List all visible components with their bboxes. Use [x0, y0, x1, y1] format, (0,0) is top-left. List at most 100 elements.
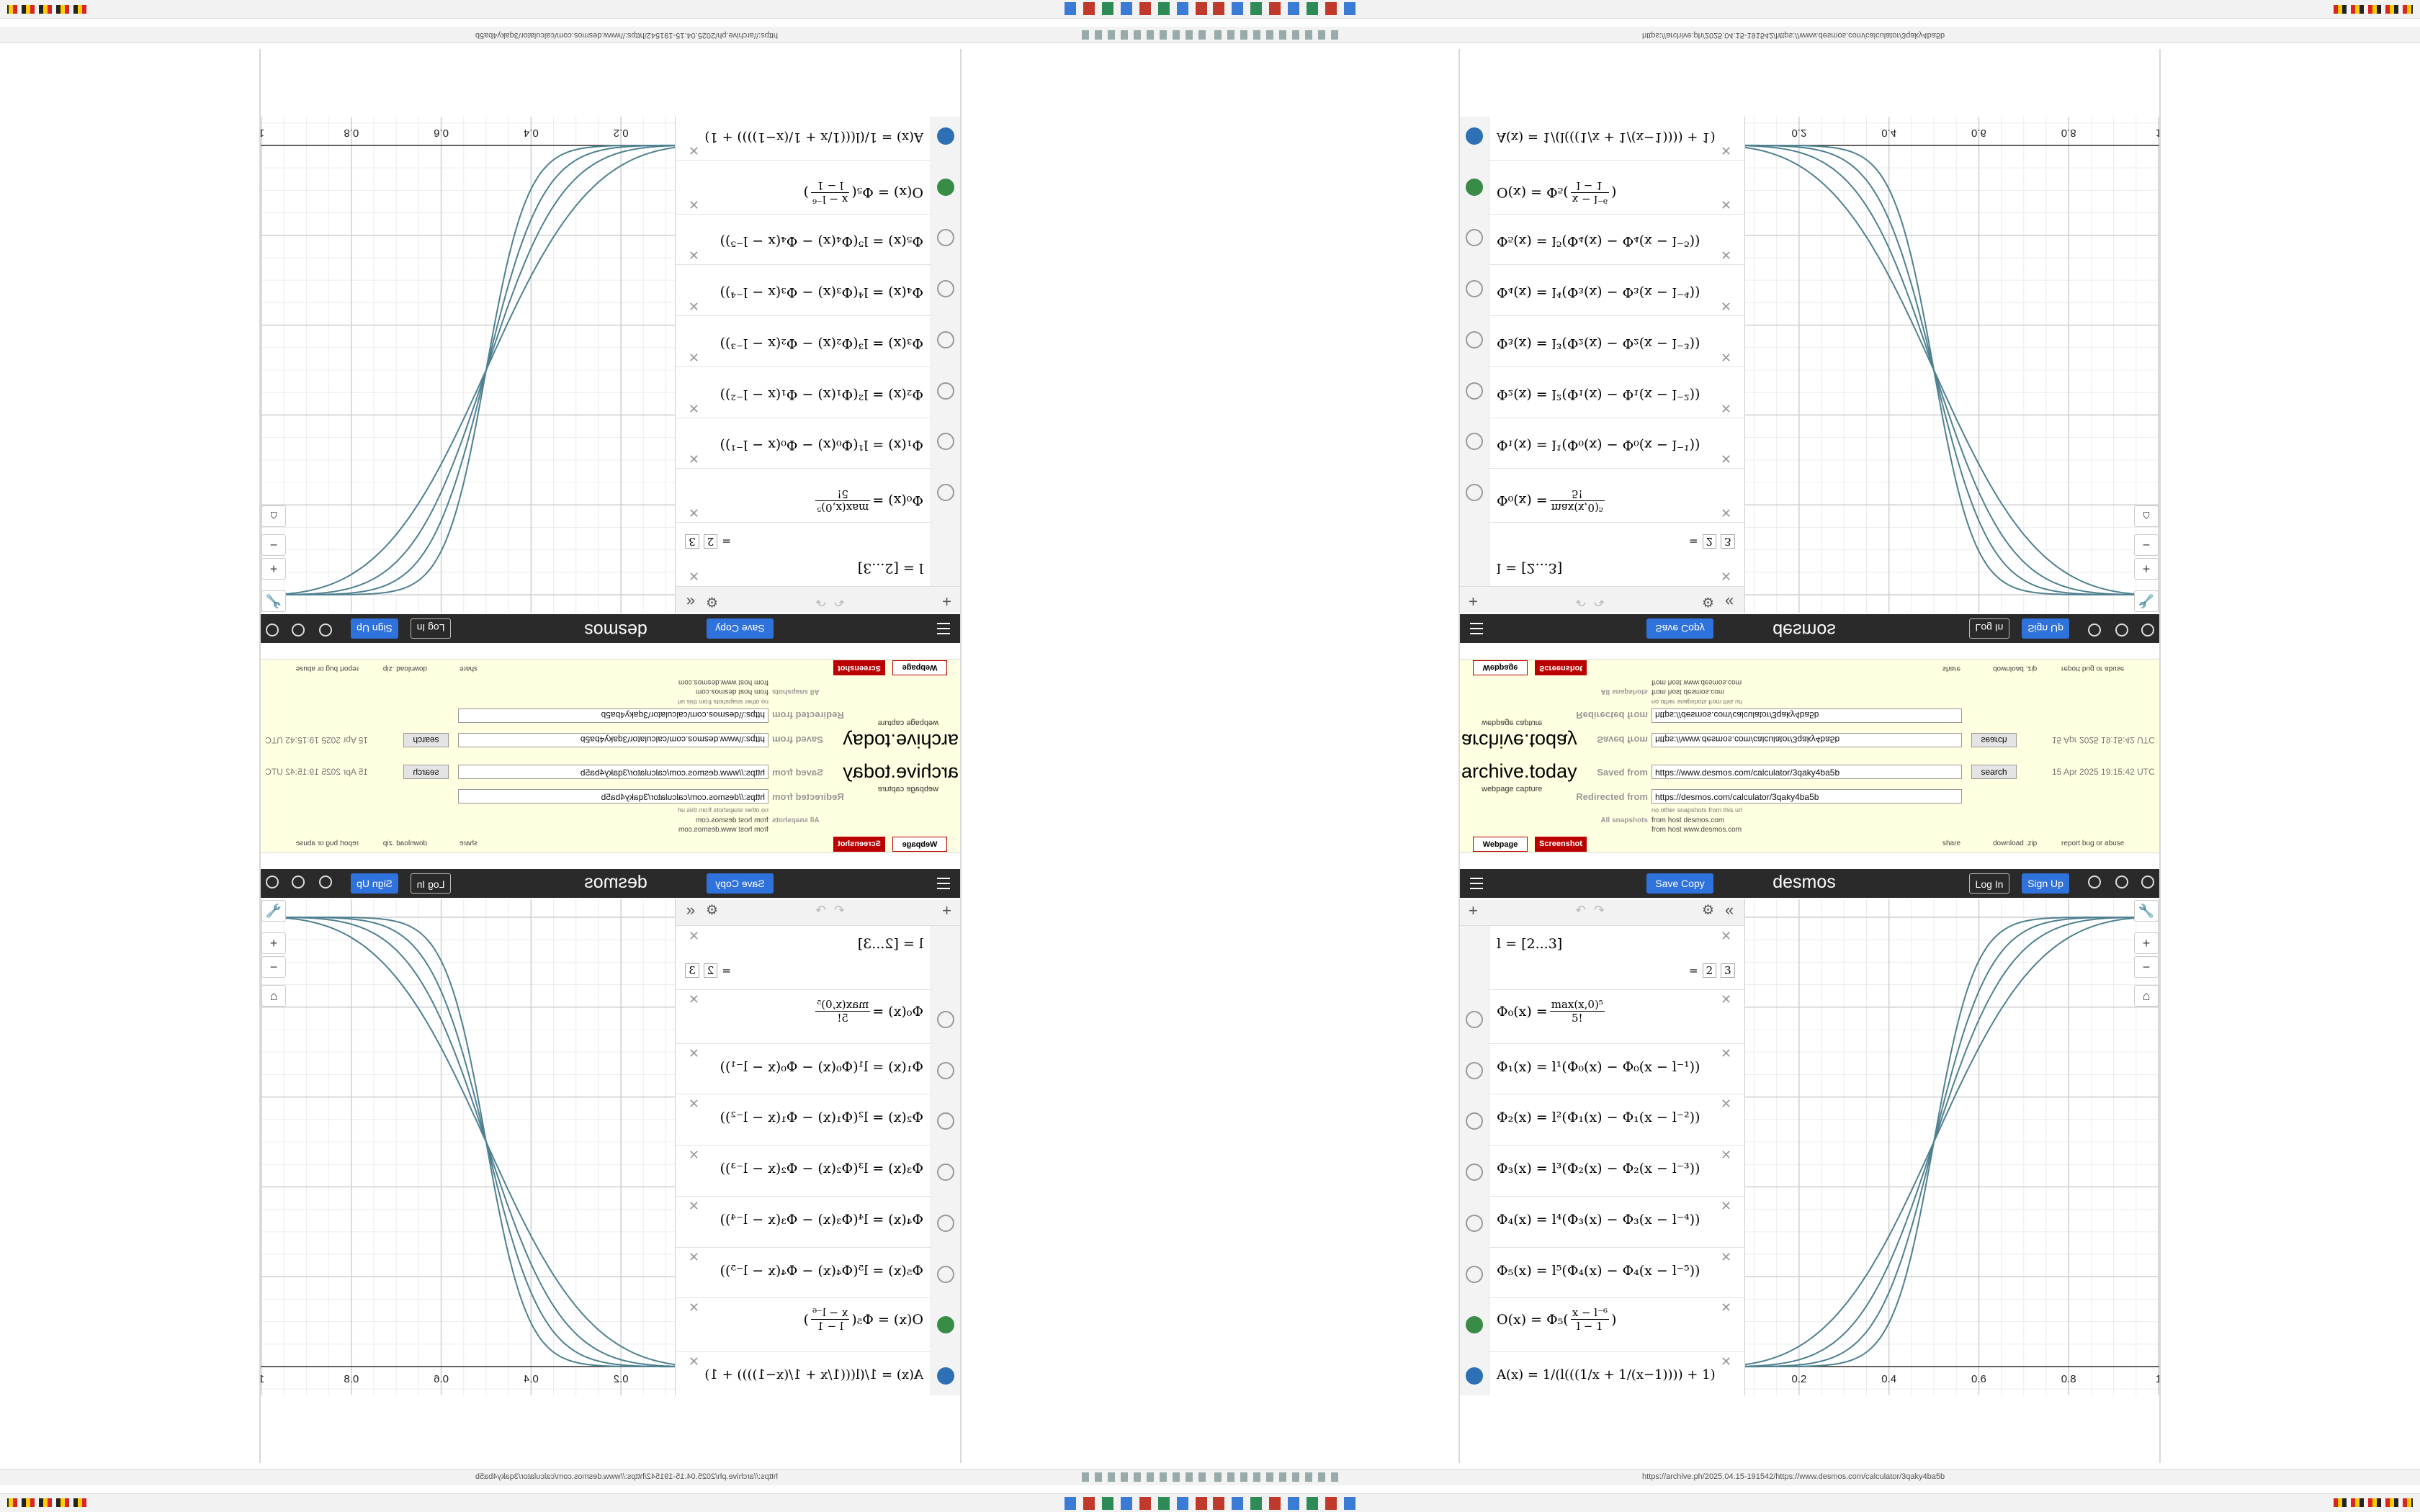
delete-button[interactable]: ✕ — [1721, 299, 1732, 313]
expression-row[interactable]: Φ₀(x) = max(x,0)⁵ 5! ✕ — [676, 468, 960, 523]
expression-row[interactable]: Φ₀(x) = max(x,0)⁵ 5! ✕ — [1460, 468, 1744, 523]
expression-row[interactable]: Φ₁(x) = l¹(Φ₀(x) − Φ₀(x − l⁻¹)) ✕ — [676, 418, 960, 469]
slider-min[interactable]: 2 — [1702, 963, 1717, 978]
delete-button[interactable]: ✕ — [1721, 401, 1732, 415]
redirected-url[interactable]: https://desmos.com/calculator/3qaky4ba5b — [458, 708, 768, 723]
host-link[interactable]: from host www.desmos.com — [1652, 826, 1742, 834]
delete-button[interactable]: ✕ — [1721, 1250, 1732, 1264]
expression-row[interactable]: Φ₂(x) = l²(Φ₁(x) − Φ₁(x − l⁻²)) ✕ — [676, 366, 960, 418]
help-icon[interactable] — [292, 624, 305, 636]
delete-button[interactable]: ✕ — [688, 299, 699, 313]
archive-logo[interactable]: archive.today — [1461, 760, 1577, 782]
settings-button[interactable]: ⚙ — [705, 594, 718, 609]
menu-icon[interactable] — [1470, 878, 1483, 889]
share-link[interactable]: share — [459, 665, 478, 672]
graph-settings-button[interactable]: 🔧 — [261, 900, 286, 922]
delete-button[interactable]: ✕ — [688, 248, 699, 262]
expression-row[interactable]: Φ₄(x) = l⁴(Φ₃(x) − Φ₃(x − l⁻⁴)) ✕ — [1460, 1196, 1744, 1248]
home-button[interactable]: ⌂ — [2134, 985, 2159, 1007]
saved-url[interactable]: https://www.desmos.com/calculator/3qaky4… — [1652, 765, 1962, 779]
zoom-in-button[interactable]: + — [261, 932, 286, 954]
delete-button[interactable]: ✕ — [688, 143, 699, 158]
add-button[interactable]: + — [942, 593, 951, 611]
delete-button[interactable]: ✕ — [1721, 569, 1732, 583]
expression-row[interactable]: Φ₁(x) = l¹(Φ₀(x) − Φ₀(x − l⁻¹)) ✕ — [676, 1043, 960, 1094]
visibility-toggle[interactable] — [937, 382, 954, 400]
language-icon[interactable] — [266, 876, 279, 888]
delete-button[interactable]: ✕ — [1721, 505, 1732, 520]
host-link[interactable]: from host www.desmos.com — [1652, 678, 1742, 686]
tab[interactable]: Webpage — [892, 660, 947, 675]
saved-url[interactable]: https://www.desmos.com/calculator/3qaky4… — [1652, 733, 1962, 747]
help-icon[interactable] — [2115, 876, 2128, 888]
zoom-out-button[interactable]: − — [2134, 534, 2159, 556]
expression-row[interactable]: Φ₄(x) = l⁴(Φ₃(x) − Φ₃(x − l⁻⁴)) ✕ — [1460, 264, 1744, 316]
expression-row[interactable]: Φ₄(x) = l⁴(Φ₃(x) − Φ₃(x − l⁻⁴)) ✕ — [676, 1196, 960, 1248]
host-link[interactable]: from host desmos.com — [695, 816, 768, 824]
download-link[interactable]: download .zip — [382, 840, 427, 847]
graph-settings-button[interactable]: 🔧 — [2134, 900, 2159, 922]
redirected-url[interactable]: https://desmos.com/calculator/3qaky4ba5b — [1652, 789, 1962, 804]
delete-button[interactable]: ✕ — [688, 1300, 699, 1315]
expression-row[interactable]: Φ₃(x) = l³(Φ₂(x) − Φ₂(x − l⁻³)) ✕ — [676, 315, 960, 367]
redo-button[interactable]: ↷ — [1594, 595, 1605, 609]
slider-max[interactable]: 3 — [1721, 963, 1735, 978]
expression-row[interactable]: Φ₅(x) = l⁵(Φ₄(x) − Φ₄(x − l⁻⁵)) ✕ — [1460, 1247, 1744, 1298]
save-copy-button[interactable]: Save Copy — [1646, 873, 1713, 894]
report-link[interactable]: report bug or abuse — [2061, 840, 2125, 847]
save-copy-button[interactable]: Save Copy — [707, 618, 774, 639]
report-link[interactable]: report bug or abuse — [295, 840, 359, 847]
expression-row[interactable]: l = [2...3] = 2 3 ✕ — [676, 522, 960, 586]
report-link[interactable]: report bug or abuse — [295, 665, 359, 672]
expression-row[interactable]: Φ₂(x) = l²(Φ₁(x) − Φ₁(x − l⁻²)) ✕ — [676, 1094, 960, 1146]
share-icon[interactable] — [2088, 624, 2101, 636]
login-button[interactable]: Log In — [1969, 873, 2009, 894]
login-button[interactable]: Log In — [1969, 618, 2009, 639]
slider-max[interactable]: 3 — [685, 534, 699, 549]
delete-button[interactable]: ✕ — [688, 1046, 699, 1061]
delete-button[interactable]: ✕ — [688, 197, 699, 212]
visibility-toggle[interactable] — [937, 1164, 954, 1181]
expression-row[interactable]: A(x) = 1/(l(((1/x + 1/(x−1)))) + 1) ✕ — [676, 117, 960, 161]
undo-button[interactable]: ↶ — [1575, 903, 1587, 917]
host-link[interactable]: from host desmos.com — [1652, 816, 1725, 824]
slider-max[interactable]: 3 — [1721, 534, 1735, 549]
expression-row[interactable]: l = [2...3] = 2 3 ✕ — [676, 926, 960, 990]
report-link[interactable]: report bug or abuse — [2061, 665, 2125, 672]
delete-button[interactable]: ✕ — [688, 569, 699, 583]
download-link[interactable]: download .zip — [382, 665, 427, 672]
expression-row[interactable]: A(x) = 1/(l(((1/x + 1/(x−1)))) + 1) ✕ — [676, 1351, 960, 1395]
undo-button[interactable]: ↶ — [1575, 595, 1587, 609]
delete-button[interactable]: ✕ — [1721, 1097, 1732, 1111]
redo-button[interactable]: ↷ — [815, 595, 826, 609]
delete-button[interactable]: ✕ — [1721, 1046, 1732, 1061]
menu-icon[interactable] — [1470, 623, 1483, 634]
help-icon[interactable] — [2115, 624, 2128, 636]
expression-row[interactable]: Φ₂(x) = l²(Φ₁(x) − Φ₁(x − l⁻²)) ✕ — [1460, 1094, 1744, 1146]
add-button[interactable]: + — [1469, 593, 1478, 611]
search-button[interactable]: search — [403, 733, 449, 747]
tab[interactable]: Screenshot — [1535, 660, 1587, 675]
delete-button[interactable]: ✕ — [688, 992, 699, 1007]
slider-max[interactable]: 3 — [685, 963, 699, 978]
visibility-toggle[interactable] — [937, 1011, 954, 1028]
signup-button[interactable]: Sign Up — [2022, 618, 2069, 639]
delete-button[interactable]: ✕ — [1721, 992, 1732, 1007]
home-button[interactable]: ⌂ — [261, 985, 286, 1007]
visibility-toggle[interactable] — [1466, 1011, 1483, 1028]
saved-url[interactable]: https://www.desmos.com/calculator/3qaky4… — [458, 765, 768, 779]
delete-button[interactable]: ✕ — [688, 1250, 699, 1264]
expression-row[interactable]: Φ₀(x) = max(x,0)⁵ 5! ✕ — [1460, 989, 1744, 1044]
graph-settings-button[interactable]: 🔧 — [261, 590, 286, 612]
signup-button[interactable]: Sign Up — [351, 873, 398, 894]
expression-row[interactable]: Φ₀(x) = max(x,0)⁵ 5! ✕ — [676, 989, 960, 1044]
delete-button[interactable]: ✕ — [1721, 1148, 1732, 1162]
delete-button[interactable]: ✕ — [688, 401, 699, 415]
delete-button[interactable]: ✕ — [1721, 350, 1732, 364]
visibility-toggle[interactable] — [1466, 1367, 1483, 1385]
settings-button[interactable]: ⚙ — [705, 903, 718, 918]
expression-row[interactable]: Φ₅(x) = l⁵(Φ₄(x) − Φ₄(x − l⁻⁵)) ✕ — [676, 214, 960, 265]
expression-row[interactable]: Φ₅(x) = l⁵(Φ₄(x) − Φ₄(x − l⁻⁵)) ✕ — [1460, 214, 1744, 265]
visibility-toggle[interactable] — [1466, 1266, 1483, 1283]
home-button[interactable]: ⌂ — [261, 505, 286, 527]
